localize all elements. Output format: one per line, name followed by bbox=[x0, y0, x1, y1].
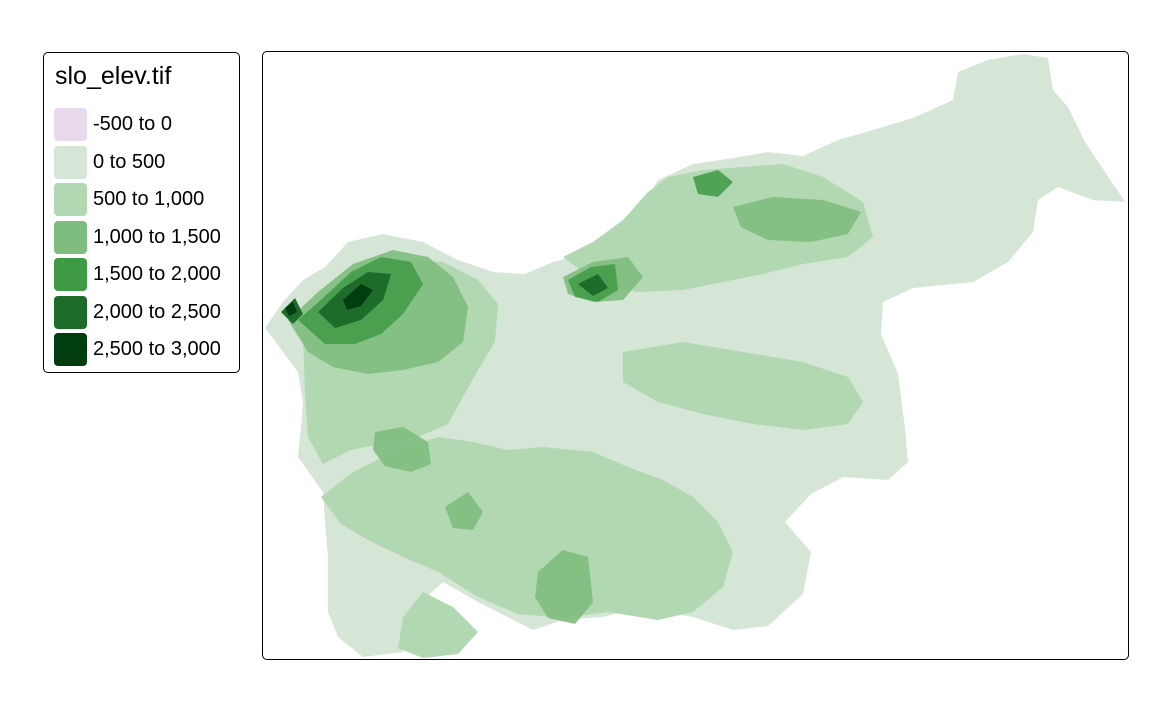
elevation-zone-500-1000 bbox=[321, 437, 733, 620]
elevation-zone-2000-2500 bbox=[578, 274, 608, 296]
elevation-zone-2500-3000 bbox=[343, 284, 373, 310]
map-frame bbox=[262, 51, 1129, 660]
legend-title: slo_elev.tif bbox=[55, 62, 172, 90]
legend-label: 2,000 to 2,500 bbox=[93, 300, 221, 323]
legend-label: -500 to 0 bbox=[93, 113, 172, 136]
elevation-zone-1500-2000 bbox=[693, 170, 733, 197]
map-legend: slo_elev.tif -500 to 0 0 to 500 500 to 1… bbox=[43, 52, 240, 373]
legend-item-2000-2500: 2,000 to 2,500 bbox=[54, 294, 221, 332]
legend-item-neg500-0: -500 to 0 bbox=[54, 106, 221, 144]
legend-label: 2,500 to 3,000 bbox=[93, 338, 221, 361]
legend-label: 500 to 1,000 bbox=[93, 188, 205, 211]
elevation-zone-1000-1500 bbox=[733, 197, 861, 242]
elevation-zone-1000-1500 bbox=[373, 427, 431, 472]
elevation-zone-1000-1500 bbox=[445, 492, 483, 530]
legend-label: 1,500 to 2,000 bbox=[93, 263, 221, 286]
legend-label: 1,000 to 1,500 bbox=[93, 225, 221, 248]
legend-swatch bbox=[54, 220, 87, 254]
legend-item-1000-1500: 1,000 to 1,500 bbox=[54, 219, 221, 257]
elevation-map bbox=[265, 54, 1125, 658]
legend-item-2500-3000: 2,500 to 3,000 bbox=[54, 331, 221, 369]
elevation-zone-500-1000 bbox=[563, 164, 873, 292]
legend-item-0-500: 0 to 500 bbox=[54, 144, 221, 182]
legend-swatch bbox=[54, 295, 87, 329]
legend-swatch bbox=[54, 258, 87, 292]
legend-label: 0 to 500 bbox=[93, 150, 166, 173]
legend-swatch bbox=[54, 145, 87, 179]
elevation-zone-500-1000 bbox=[623, 342, 863, 430]
legend-swatch bbox=[54, 183, 87, 217]
legend-swatch bbox=[54, 333, 87, 367]
legend-items: -500 to 0 0 to 500 500 to 1,000 1,000 to… bbox=[54, 106, 221, 369]
legend-swatch bbox=[54, 108, 87, 142]
elevation-zone-500-1000 bbox=[398, 592, 478, 658]
elevation-zone-1000-1500 bbox=[535, 550, 593, 624]
elevation-zone-2500-3000 bbox=[285, 302, 297, 316]
legend-item-500-1000: 500 to 1,000 bbox=[54, 181, 221, 219]
legend-item-1500-2000: 1,500 to 2,000 bbox=[54, 256, 221, 294]
